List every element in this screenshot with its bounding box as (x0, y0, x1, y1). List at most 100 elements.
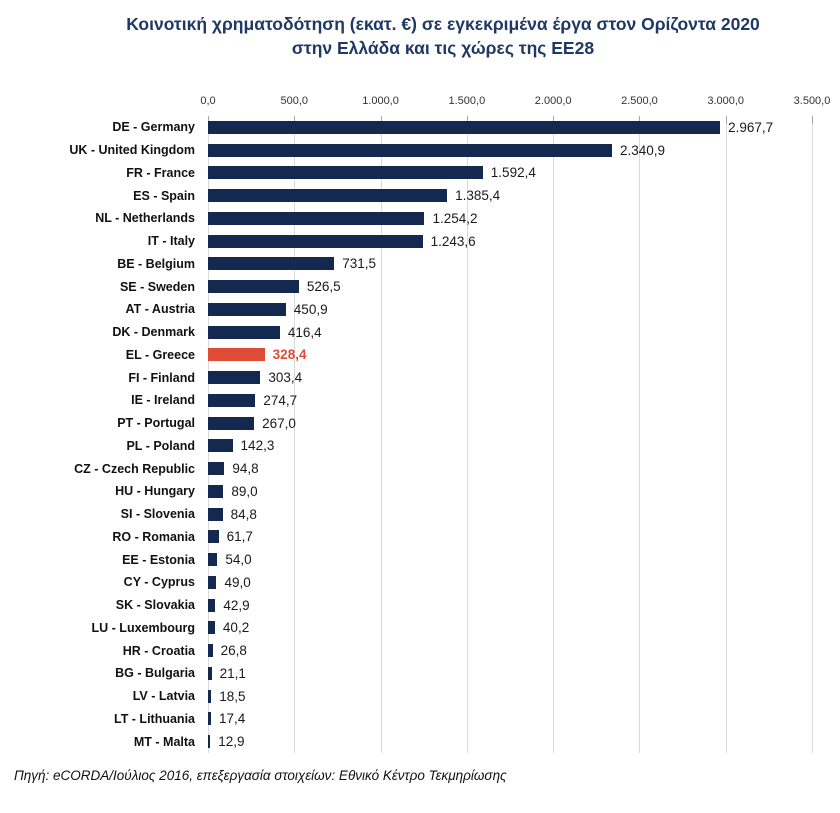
category-label: ES - Spain (133, 188, 195, 203)
bar-track: 40,2 (208, 620, 812, 635)
value-label: 142,3 (240, 438, 275, 454)
bar-row: SE - Sweden 526,5 (0, 275, 840, 298)
source-note: Πηγή: eCORDA/Ιούλιος 2016, επεξεργασία σ… (14, 768, 507, 783)
category-label: IE - Ireland (131, 393, 195, 408)
x-axis-tick (466, 116, 468, 124)
category-label: EL - Greece (125, 347, 195, 362)
category-label: BG - Bulgaria (115, 666, 195, 681)
category-label: EE - Estonia (122, 552, 195, 567)
category-label: SE - Sweden (119, 279, 195, 294)
bar-track: 1.254,2 (208, 211, 812, 226)
category-label: LU - Luxembourg (91, 620, 195, 635)
value-label: 328,4 (272, 347, 307, 363)
bar-row: UK - United Kingdom 2.340,9 (0, 139, 840, 162)
gridline (294, 116, 296, 753)
value-label: 267,0 (262, 415, 296, 431)
bar (208, 735, 211, 749)
value-label: 416,4 (287, 324, 322, 340)
bar-track: 303,4 (208, 370, 812, 385)
bar (208, 712, 211, 726)
x-axis-tick (294, 116, 296, 124)
value-label: 526,5 (306, 279, 341, 295)
gridline (553, 116, 555, 753)
category-label: RO - Romania (112, 529, 195, 544)
bar-track: 61,7 (208, 529, 812, 544)
value-label: 12,9 (218, 734, 245, 750)
category-label: LV - Latvia (132, 689, 195, 704)
bar-row: LU - Luxembourg 40,2 (0, 617, 840, 640)
value-label: 274,7 (263, 392, 298, 408)
bar (208, 143, 612, 157)
x-axis-tick-label: 2.500,0 (621, 95, 658, 107)
bar-track: 12,9 (208, 734, 812, 749)
value-label: 84,8 (230, 506, 257, 522)
bar-track: 18,5 (208, 689, 812, 704)
bar-track: 450,9 (208, 302, 812, 317)
bar-track: 142,3 (208, 438, 812, 453)
value-label: 1.592,4 (490, 165, 536, 181)
bar-track: 49,0 (208, 575, 812, 590)
bar-track: 89,0 (208, 484, 812, 499)
bar-row: FR - France 1.592,4 (0, 162, 840, 185)
x-axis-tick-label: 1.500,0 (448, 95, 486, 107)
bar-track: 42,9 (208, 598, 812, 613)
bar (208, 211, 425, 225)
bar-track: 26,8 (208, 643, 812, 658)
bar-row: BE - Belgium 731,5 (0, 253, 840, 276)
x-axis-tick (639, 116, 641, 124)
bar (208, 393, 256, 407)
bar-row: CY - Cyprus 49,0 (0, 571, 840, 594)
bar (208, 439, 233, 453)
value-label: 61,7 (226, 529, 253, 545)
value-label: 26,8 (220, 643, 247, 659)
value-label: 2.967,7 (728, 119, 774, 135)
x-axis-tick-label: 3.000,0 (707, 95, 745, 107)
category-label: FR - France (126, 165, 195, 180)
bar (208, 234, 423, 248)
bar (208, 257, 335, 271)
bar (208, 530, 219, 544)
bar-track: 267,0 (208, 416, 812, 431)
bar-row: DK - Denmark 416,4 (0, 321, 840, 344)
x-axis-tick (208, 116, 209, 124)
bar (208, 189, 448, 203)
bar-row: PT - Portugal 267,0 (0, 412, 840, 435)
bar-row: IT - Italy 1.243,6 (0, 230, 840, 253)
value-label: 1.243,6 (430, 233, 476, 249)
bar (208, 621, 215, 635)
value-label: 49,0 (224, 574, 251, 590)
value-label: 450,9 (293, 301, 328, 317)
bar-track: 94,8 (208, 461, 812, 476)
bar-row: LV - Latvia 18,5 (0, 685, 840, 708)
bar (208, 575, 217, 589)
category-label: NL - Netherlands (95, 211, 195, 226)
bar (208, 166, 483, 180)
bar-track: 1.592,4 (208, 165, 812, 180)
bar (208, 325, 280, 339)
category-label: PL - Poland (126, 438, 195, 453)
gridline (208, 116, 209, 753)
value-label: 89,0 (231, 483, 258, 499)
bar (208, 484, 224, 498)
bar-track: 731,5 (208, 256, 812, 271)
value-label: 2.340,9 (619, 142, 666, 158)
bar-row: SI - Slovenia 84,8 (0, 503, 840, 526)
chart-title-line2: στην Ελλάδα και τις χώρες της ΕΕ28 (291, 38, 595, 58)
x-axis-tick-label: 0,0 (200, 95, 216, 107)
category-label: PT - Portugal (117, 416, 195, 431)
bar-row: LT - Lithuania 17,4 (0, 708, 840, 731)
category-label: CZ - Czech Republic (74, 461, 195, 476)
bar-track: 84,8 (208, 507, 812, 522)
bar-row: HU - Hungary 89,0 (0, 480, 840, 503)
bar (208, 553, 218, 567)
bar-row: IE - Ireland 274,7 (0, 389, 840, 412)
bar-row: AT - Austria 450,9 (0, 298, 840, 321)
gridline (466, 116, 468, 753)
bar-row: EE - Estonia 54,0 (0, 548, 840, 571)
category-label: MT - Malta (133, 734, 195, 749)
bar-track: 2.967,7 (208, 120, 812, 135)
bar-row: EL - Greece 328,4 (0, 344, 840, 367)
bar-track: 526,5 (208, 279, 812, 294)
bar (208, 120, 721, 134)
